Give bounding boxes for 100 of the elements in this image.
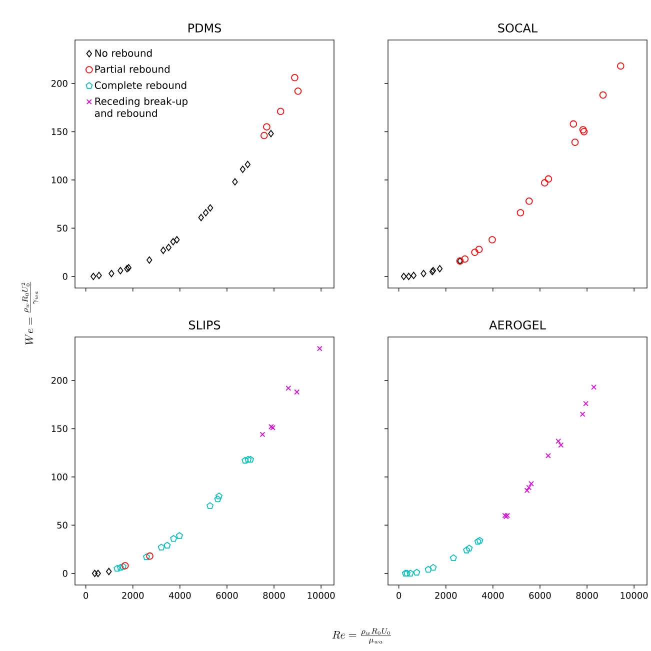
chart-title: PDMS	[188, 23, 221, 33]
point	[108, 270, 114, 278]
point	[170, 238, 176, 246]
point	[316, 346, 322, 352]
point	[617, 62, 624, 70]
point	[526, 198, 533, 205]
point	[580, 411, 586, 417]
point	[583, 400, 589, 406]
point	[114, 564, 121, 572]
point	[146, 552, 154, 560]
point	[96, 272, 102, 280]
point	[286, 385, 292, 391]
point	[402, 570, 409, 576]
point	[571, 138, 579, 146]
y-tick-label: 200	[52, 80, 68, 87]
point	[95, 570, 101, 578]
point	[247, 456, 254, 463]
point	[146, 256, 152, 264]
point	[466, 544, 473, 552]
point	[400, 272, 407, 280]
legend-label: Receding break-up and rebound	[94, 97, 188, 117]
point	[579, 126, 587, 134]
point	[198, 214, 204, 222]
point	[528, 480, 534, 486]
x-tick-label: 6000	[529, 592, 551, 599]
point	[232, 178, 238, 186]
point	[424, 566, 432, 573]
point	[599, 91, 607, 99]
point	[546, 452, 551, 458]
y-tick-label: 100	[52, 474, 68, 480]
point	[580, 128, 588, 136]
x-tick-label: 10000	[620, 592, 648, 599]
point	[176, 532, 183, 539]
x-tick-label: 6000	[216, 592, 238, 599]
chart-title: SLIPS	[189, 320, 220, 330]
point	[207, 204, 214, 212]
point	[90, 272, 96, 280]
x-tick-label: 4000	[168, 592, 191, 599]
point	[420, 270, 426, 278]
point	[294, 389, 300, 395]
point	[268, 130, 274, 138]
point	[244, 456, 252, 463]
point	[260, 432, 266, 438]
point	[158, 544, 165, 550]
point	[410, 272, 417, 280]
x-axis-title: $Re = \frac{\rho_w R_0 U_0}{\mu_{wa}}$	[332, 628, 391, 644]
point	[206, 502, 214, 509]
point	[476, 536, 484, 544]
point	[450, 554, 457, 562]
point	[116, 564, 124, 571]
point	[570, 120, 578, 128]
y-tick-label: 100	[52, 176, 68, 184]
point	[164, 542, 171, 548]
point	[556, 438, 562, 444]
point	[291, 74, 298, 82]
point	[436, 265, 443, 272]
x-tick-label: 8000	[263, 592, 285, 599]
point	[463, 546, 470, 554]
point	[92, 570, 98, 578]
legend-label: Partial rebound	[95, 65, 170, 73]
point	[260, 132, 268, 140]
point	[118, 266, 124, 274]
point	[268, 424, 274, 430]
x-tick-label: 0	[396, 592, 402, 599]
x-tick-label: 4000	[482, 592, 504, 599]
point	[406, 570, 414, 576]
point	[119, 563, 126, 570]
point	[524, 488, 530, 494]
x-tick-label: 2000	[435, 592, 457, 599]
point	[214, 495, 222, 502]
y-tick-label: 150	[52, 425, 68, 432]
point	[591, 384, 597, 390]
point	[294, 87, 302, 95]
point	[413, 568, 420, 576]
point	[215, 492, 222, 500]
y-axis-title: $We = \frac{\rho_w R_0 U_0^2}{\gamma_{wa}}$	[22, 282, 38, 345]
point	[242, 456, 249, 464]
y-tick-label: 50	[57, 522, 68, 529]
point	[475, 246, 483, 254]
point	[488, 236, 496, 244]
point	[544, 175, 552, 183]
point	[526, 484, 532, 490]
point	[263, 123, 270, 130]
x-tick-label: 0	[84, 592, 88, 599]
point	[404, 570, 411, 576]
point	[174, 236, 180, 244]
point	[106, 568, 112, 576]
point	[461, 255, 469, 263]
point	[166, 244, 172, 252]
point	[202, 209, 209, 216]
x-tick-label: 8000	[576, 592, 598, 599]
point	[170, 535, 178, 542]
y-tick-label: 0	[62, 273, 68, 280]
chart-title: AEROGEL	[489, 320, 546, 330]
point	[240, 166, 246, 173]
y-tick-label: 150	[52, 128, 68, 136]
point	[471, 248, 478, 256]
point	[516, 209, 524, 216]
point	[474, 538, 482, 545]
point	[244, 160, 251, 168]
